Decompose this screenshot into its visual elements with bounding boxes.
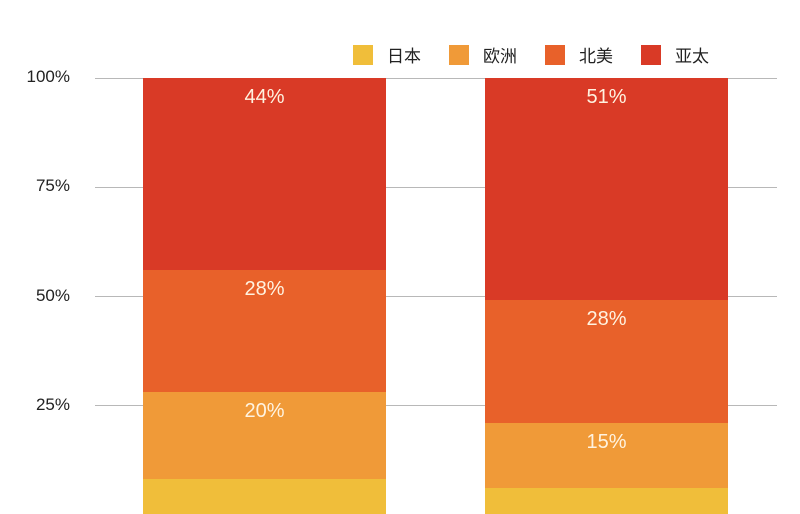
gridline-75 [95, 187, 777, 188]
y-tick-50: 50% [35, 286, 70, 305]
bar-1: 44% 28% 20% [143, 78, 386, 514]
bar-1-segment-north-america: 28% [143, 270, 386, 392]
gridline-50 [95, 296, 777, 297]
y-tick-75: 75% [35, 176, 70, 195]
y-tick-100: 100% [26, 67, 70, 86]
legend-item-europe: 欧洲 [449, 42, 517, 67]
bar-2-segment-japan [485, 488, 728, 514]
legend-label-north-america: 北美 [579, 47, 613, 67]
bar-1-label-europe: 20% [244, 400, 285, 422]
legend-item-north-america: 北美 [545, 42, 613, 67]
bar-2-segment-apac: 51% [485, 78, 728, 300]
bar-1-label-north-america: 28% [244, 278, 285, 300]
bar-1-segment-japan [143, 479, 386, 514]
bar-2-label-north-america: 28% [586, 308, 627, 330]
legend-item-apac: 亚太 [641, 42, 709, 67]
legend-label-apac: 亚太 [675, 47, 709, 67]
legend-swatch-japan [353, 44, 373, 65]
chart-legend: 日本 欧洲 北美 亚太 [353, 42, 737, 67]
bar-1-segment-apac: 44% [143, 78, 386, 270]
gridline-25 [95, 405, 777, 406]
bar-2-segment-north-america: 28% [485, 300, 728, 423]
gridline-100 [95, 78, 777, 79]
bar-2: 51% 28% 15% [485, 78, 728, 514]
legend-item-japan: 日本 [353, 42, 421, 67]
legend-label-europe: 欧洲 [483, 47, 517, 67]
y-tick-25: 25% [35, 395, 70, 414]
bar-1-segment-europe: 20% [143, 392, 386, 479]
legend-label-japan: 日本 [387, 47, 421, 67]
legend-swatch-north-america [545, 44, 565, 65]
legend-swatch-europe [449, 44, 469, 65]
legend-swatch-apac [641, 44, 661, 65]
bar-2-label-europe: 15% [586, 431, 627, 453]
bar-2-label-apac: 51% [586, 86, 627, 108]
bar-1-label-apac: 44% [244, 86, 285, 108]
bar-2-segment-europe: 15% [485, 423, 728, 488]
